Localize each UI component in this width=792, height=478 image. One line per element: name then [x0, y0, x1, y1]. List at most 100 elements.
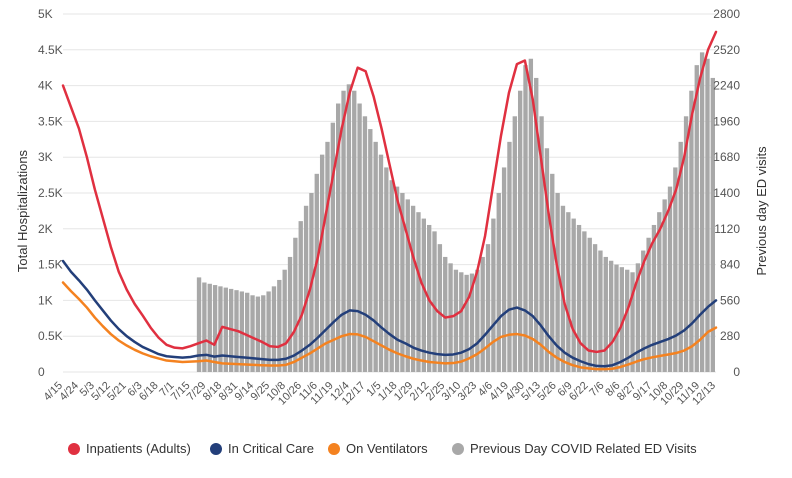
ed-visit-bar	[352, 90, 357, 373]
ed-visit-bar	[539, 116, 544, 372]
ed-visit-bar	[250, 295, 255, 372]
ed-visit-bar	[325, 141, 330, 372]
ed-visit-bar	[245, 292, 250, 372]
ed-visit-bar	[673, 167, 678, 372]
ed-visit-bar	[550, 173, 555, 372]
left-y-axis: 0 0.5K 1K 1.5K 2K 2.5K 3K 3.5K 4K 4.5K 5K	[38, 7, 63, 379]
ed-visit-bar	[437, 244, 443, 372]
right-y-axis: 0 280 560 840 1120 1400 1680 1960 2240 2520 2800	[713, 7, 740, 379]
ed-visit-bar	[223, 287, 228, 372]
y-tick-label: 1K	[38, 293, 53, 307]
ed-visit-bar	[587, 237, 592, 372]
ed-visit-bar	[662, 199, 667, 372]
ed-visit-bar	[603, 256, 608, 372]
y2-tick-label: 2800	[713, 7, 740, 21]
gridlines	[63, 13, 716, 373]
ed-visit-bar	[400, 193, 405, 372]
ed-visit-bar	[266, 291, 271, 372]
ed-visit-bar	[496, 193, 501, 372]
ed-visit-bar	[523, 65, 528, 372]
ed-visit-bar	[330, 122, 336, 373]
ed-visit-bar	[491, 218, 496, 372]
ed-visit-bar	[480, 256, 485, 372]
ed-visit-bar	[608, 260, 614, 372]
ed-visit-bar	[212, 285, 218, 372]
y2-tick-label: 2520	[713, 43, 740, 57]
ed-visit-bar	[421, 218, 426, 372]
ed-visit-bar	[528, 58, 534, 372]
y2-tick-label: 2240	[713, 79, 740, 93]
ed-visit-bar	[469, 273, 475, 372]
ed-visit-bar	[368, 129, 373, 372]
ed-visit-bar	[571, 218, 576, 372]
ed-visit-bar	[614, 264, 619, 372]
ed-visit-bar	[705, 58, 710, 372]
ed-visit-bar	[282, 269, 287, 372]
y-tick-label: 2.5K	[38, 186, 63, 200]
y2-axis-title: Previous day ED visits	[754, 146, 769, 276]
ed-visit-bar	[512, 116, 517, 372]
ed-visit-bar	[432, 231, 437, 372]
legend-label: Previous Day COVID Related ED Visits	[470, 441, 697, 456]
legend-label: In Critical Care	[228, 441, 314, 456]
ed-visit-bar	[373, 141, 378, 372]
ed-visit-bar	[534, 77, 539, 373]
ed-visit-bar	[646, 237, 651, 372]
ed-visit-bar	[507, 141, 512, 372]
ed-visit-bar	[517, 90, 523, 373]
legend-marker	[210, 443, 222, 455]
ed-visit-bar	[544, 148, 550, 372]
y-tick-label: 0.5K	[38, 329, 63, 343]
y-tick-label: 3K	[38, 150, 53, 164]
y2-tick-label: 1960	[713, 114, 740, 128]
ed-visit-bar	[625, 269, 630, 372]
ed-visit-bar	[678, 141, 683, 372]
ed-visit-bar	[576, 224, 582, 372]
ed-visit-bar	[689, 90, 694, 373]
ed-visit-bar	[261, 295, 266, 372]
ed-visit-bar	[683, 116, 689, 372]
y2-tick-label: 1120	[714, 222, 740, 236]
y2-tick-label: 1680	[713, 150, 740, 164]
y-tick-label: 3.5K	[38, 114, 63, 128]
legend-label: On Ventilators	[346, 441, 428, 456]
y-axis-title: Total Hospitalizations	[15, 149, 30, 272]
ed-visit-bar	[389, 180, 394, 372]
ed-visit-bar	[641, 250, 646, 372]
y2-tick-label: 560	[720, 293, 740, 307]
ed-visit-bar	[592, 244, 598, 372]
ed-visit-bar	[619, 267, 625, 372]
ed-visit-bar	[667, 186, 673, 372]
ed-visit-bar	[202, 282, 207, 372]
y-tick-label: 2K	[38, 222, 53, 236]
legend-marker	[68, 443, 80, 455]
series-lines	[61, 30, 718, 371]
ed-visit-bar	[694, 65, 699, 372]
y-tick-label: 5K	[38, 7, 53, 21]
ed-visit-bar	[630, 272, 635, 372]
ed-visit-bar	[635, 263, 641, 372]
ed-visit-bar	[475, 269, 480, 372]
ed-visit-bar	[410, 205, 416, 372]
ed-visit-bar	[314, 173, 319, 372]
ed-visit-bar	[582, 231, 587, 372]
legend-marker	[328, 443, 340, 455]
legend: Inpatients (Adults) In Critical Care On Ve…	[68, 441, 697, 456]
ed-visit-bar	[560, 205, 566, 372]
ed-visit-bar	[287, 256, 293, 372]
ed-visit-bar	[485, 244, 491, 372]
y2-tick-label: 840	[720, 258, 740, 272]
ed-visit-bar	[303, 205, 309, 372]
ed-visit-bar	[555, 193, 560, 372]
ed-visit-bar	[346, 84, 352, 372]
ed-visit-bar	[657, 212, 662, 372]
ed-visit-bar	[341, 90, 346, 373]
ed-visit-bar	[196, 277, 202, 372]
legend-label: Inpatients (Adults)	[86, 441, 191, 456]
ed-visit-bar	[384, 167, 389, 372]
ed-visit-bar	[598, 250, 603, 372]
ed-visit-bar	[357, 103, 362, 372]
ed-visit-bar	[293, 237, 298, 372]
ed-visit-bar	[319, 154, 325, 372]
ed-visits-bars	[196, 52, 715, 373]
